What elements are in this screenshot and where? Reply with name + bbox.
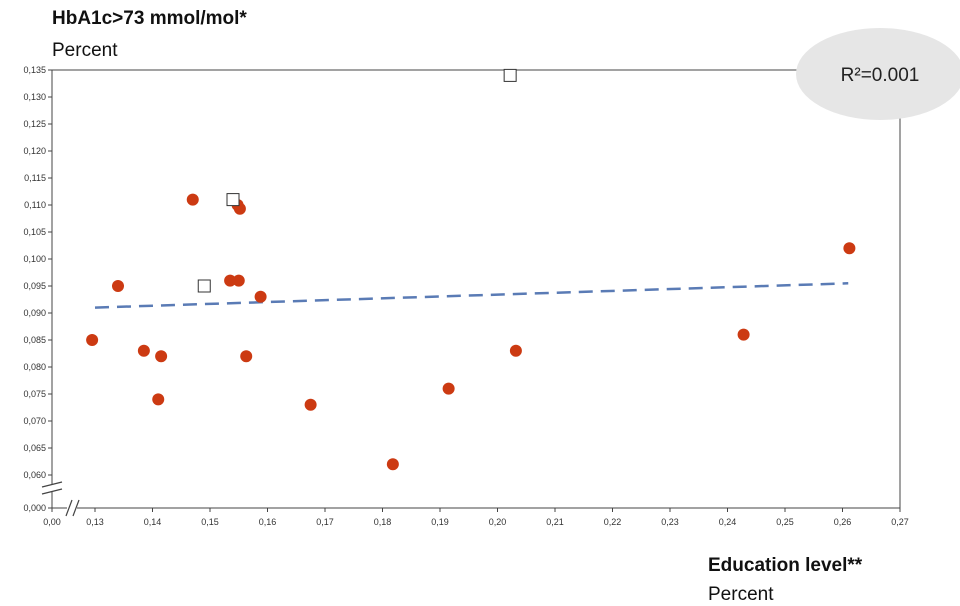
y-tick-label: 0,085 [23, 335, 46, 345]
y-tick-label: 0,135 [23, 65, 46, 75]
data-point-circle [112, 280, 124, 292]
data-point-circle [737, 328, 750, 341]
x-tick-label: 0,26 [834, 517, 852, 527]
r-squared-label: R²=0.001 [841, 65, 920, 86]
x-axis-break-mark [65, 499, 73, 517]
x-axis-title: Education level** [708, 555, 863, 576]
x-tick-label: 0,21 [546, 517, 564, 527]
y-tick-label: 0,090 [23, 308, 46, 318]
x-tick-label: 0,20 [489, 517, 507, 527]
data-point-circle [86, 334, 99, 346]
y-tick-label: 0,075 [23, 389, 46, 399]
trendline [94, 282, 849, 309]
data-point-circle [224, 274, 237, 287]
data-point-circle [304, 398, 317, 411]
x-tick-label: 0,22 [604, 517, 622, 527]
data-point-square [197, 279, 211, 293]
y-axis-unit: Percent [52, 40, 118, 61]
x-tick-label: 0,00 [43, 517, 61, 527]
plot-frame [51, 69, 901, 509]
y-tick-label: 0,000 [23, 503, 46, 513]
data-point-circle [137, 344, 150, 357]
y-tick-label: 0,060 [23, 470, 46, 480]
data-point-circle [442, 382, 455, 395]
chart-title: HbA1c>73 mmol/mol* [52, 8, 247, 29]
data-point-circle [155, 350, 168, 363]
y-tick-label: 0,125 [23, 119, 46, 129]
data-point-circle [240, 350, 253, 363]
y-tick-label: 0,065 [23, 443, 46, 453]
x-tick-label: 0,24 [719, 517, 737, 527]
x-axis-unit: Percent [708, 584, 774, 605]
y-tick-label: 0,070 [23, 416, 46, 426]
x-tick-label: 0,13 [86, 517, 104, 527]
x-tick-label: 0,19 [431, 517, 449, 527]
data-point-circle [386, 458, 399, 471]
data-point-circle [152, 393, 165, 406]
data-point-circle [254, 290, 267, 303]
x-tick-label: 0,17 [316, 517, 334, 527]
y-tick-label: 0,115 [24, 173, 46, 183]
y-axis-break-mark [41, 488, 63, 495]
data-point-square [226, 193, 240, 207]
y-tick-label: 0,100 [23, 254, 46, 264]
x-tick-label: 0,23 [661, 517, 679, 527]
y-tick-label: 0,120 [23, 146, 46, 156]
y-tick-label: 0,080 [23, 362, 46, 372]
x-axis-break-mark [72, 499, 80, 517]
data-point-circle [232, 274, 245, 287]
data-point-circle [509, 344, 522, 357]
y-tick-label: 0,095 [23, 281, 46, 291]
y-tick-label: 0,110 [24, 200, 46, 210]
y-axis-break-mark [41, 481, 63, 488]
x-tick-label: 0,14 [144, 517, 162, 527]
y-tick-label: 0,105 [23, 227, 46, 237]
r-squared-badge: R²=0.001 [796, 28, 960, 120]
y-axis-break-gap [44, 484, 60, 492]
x-tick-label: 0,16 [259, 517, 277, 527]
x-tick-label: 0,18 [374, 517, 392, 527]
x-axis-break-gap [67, 502, 77, 514]
data-point-circle [186, 193, 199, 206]
data-point-square [503, 68, 517, 82]
y-tick-label: 0,130 [23, 92, 46, 102]
x-tick-label: 0,25 [776, 517, 794, 527]
data-point-circle [843, 242, 856, 255]
x-tick-label: 0,15 [201, 517, 219, 527]
x-tick-label: 0,27 [891, 517, 909, 527]
